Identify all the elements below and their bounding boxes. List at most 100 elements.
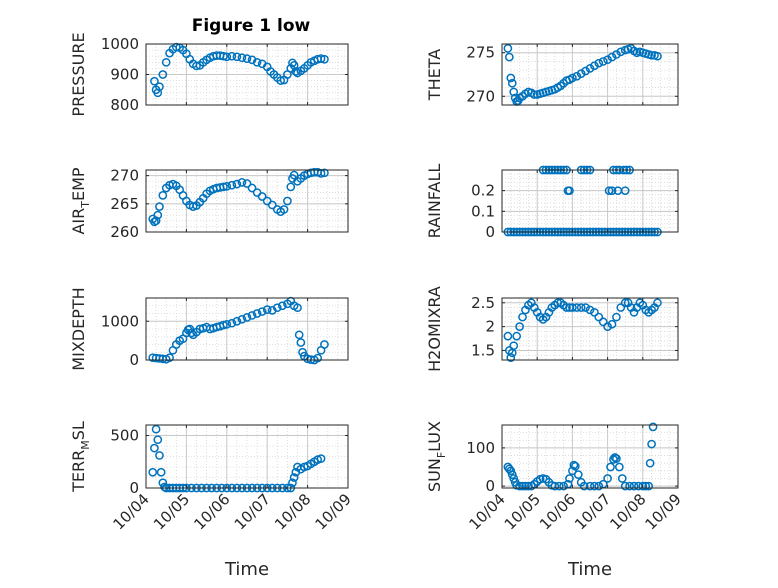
data-point bbox=[573, 470, 583, 479]
x-tick-label: 10/07 bbox=[571, 490, 614, 533]
data-point bbox=[565, 186, 574, 196]
y-axis-label: THETA bbox=[425, 49, 444, 101]
data-point bbox=[506, 73, 516, 83]
data-point bbox=[232, 179, 242, 189]
y-tick-label: 270 bbox=[466, 87, 495, 105]
data-point bbox=[150, 76, 159, 86]
data-point bbox=[614, 462, 624, 472]
data-point bbox=[219, 182, 228, 192]
data-point bbox=[503, 44, 513, 53]
data-point bbox=[521, 481, 530, 491]
data-point bbox=[509, 87, 519, 97]
data-point bbox=[625, 481, 634, 491]
data-series bbox=[148, 296, 329, 365]
data-series bbox=[503, 44, 662, 106]
data-point bbox=[620, 186, 630, 196]
data-point bbox=[320, 54, 329, 64]
data-point bbox=[267, 200, 277, 210]
data-point bbox=[192, 61, 201, 71]
data-point bbox=[227, 180, 237, 190]
data-point bbox=[594, 481, 604, 491]
x-tick-label: 10/08 bbox=[606, 490, 649, 533]
y-tick-label: 260 bbox=[110, 223, 139, 241]
data-point bbox=[612, 50, 621, 59]
y-axis-label: PRESSURE bbox=[69, 32, 88, 116]
data-point bbox=[512, 331, 522, 341]
data-point bbox=[156, 467, 166, 477]
data-point bbox=[232, 316, 242, 326]
y-axis-label: MIXDEPTH bbox=[69, 287, 88, 370]
axes-box bbox=[501, 297, 679, 361]
data-series bbox=[503, 298, 662, 362]
data-point bbox=[518, 481, 527, 491]
y-axis-label: H2OMIXRA bbox=[425, 286, 444, 372]
data-point bbox=[291, 67, 301, 76]
data-point bbox=[219, 320, 228, 330]
x-tick-label: 10/09 bbox=[312, 490, 355, 533]
data-point bbox=[572, 71, 582, 81]
x-tick-label: 10/06 bbox=[190, 490, 233, 533]
data-point bbox=[151, 424, 161, 434]
y-tick-label: 1000 bbox=[101, 312, 139, 330]
data-point bbox=[237, 314, 247, 324]
y-tick-label: 0.2 bbox=[471, 182, 495, 200]
x-tick-label: 10/04 bbox=[466, 490, 509, 533]
y-tick-label: 0 bbox=[129, 351, 139, 369]
axes-box bbox=[145, 169, 349, 233]
data-point bbox=[272, 303, 282, 313]
data-point bbox=[644, 481, 654, 491]
data-point bbox=[606, 462, 615, 472]
y-tick-label: 1.5 bbox=[471, 341, 495, 359]
data-point bbox=[576, 69, 586, 78]
y-tick-label: 270 bbox=[110, 167, 139, 185]
y-axis-label: RAINFALL bbox=[425, 164, 444, 239]
data-point bbox=[278, 301, 287, 311]
data-point bbox=[503, 331, 513, 341]
data-point bbox=[604, 186, 614, 196]
axes-box bbox=[145, 424, 349, 489]
data-point bbox=[653, 298, 662, 308]
data-point bbox=[262, 305, 272, 314]
subplot-7: 050010/0410/0510/0610/0710/0810/09TERRMS… bbox=[69, 421, 355, 580]
data-point bbox=[150, 443, 159, 453]
data-point bbox=[629, 481, 639, 491]
data-point bbox=[581, 66, 590, 76]
data-point bbox=[158, 70, 168, 79]
x-tick-label: 10/07 bbox=[231, 490, 274, 533]
y-axis-label: SUNFLUX bbox=[425, 421, 448, 492]
x-axis-label: Time bbox=[567, 559, 612, 580]
x-tick-label: 10/05 bbox=[501, 490, 544, 533]
data-point bbox=[645, 458, 655, 468]
data-point bbox=[590, 481, 599, 491]
y-tick-label: 500 bbox=[110, 427, 139, 445]
data-point bbox=[171, 42, 181, 52]
data-point bbox=[647, 439, 656, 449]
data-point bbox=[165, 353, 174, 363]
subplot-6: 1.5 2 2.5 H2OMIXRA bbox=[425, 286, 679, 372]
axes-box bbox=[501, 43, 679, 106]
data-point bbox=[638, 481, 648, 491]
data-point bbox=[222, 181, 232, 191]
x-tick-label: 10/05 bbox=[150, 490, 193, 533]
y-tick-label: 1000 bbox=[101, 35, 139, 53]
data-point bbox=[257, 307, 267, 316]
y-axis-label: AIRTEMP bbox=[69, 167, 92, 234]
data-point bbox=[594, 312, 604, 322]
data-point bbox=[569, 460, 579, 470]
subplot-3: 260 265 270 AIRTEMP bbox=[69, 167, 349, 241]
data-point bbox=[568, 303, 577, 312]
data-point bbox=[641, 481, 651, 491]
data-point bbox=[506, 466, 516, 476]
data-point bbox=[155, 82, 164, 92]
data-point bbox=[289, 473, 299, 482]
data-point bbox=[603, 55, 612, 65]
data-point bbox=[612, 454, 621, 463]
data-point bbox=[572, 303, 582, 312]
data-point bbox=[227, 318, 237, 328]
data-point bbox=[590, 307, 599, 317]
data-series bbox=[150, 42, 329, 98]
data-point bbox=[283, 196, 292, 206]
data-point bbox=[590, 61, 599, 71]
data-point bbox=[293, 303, 302, 313]
